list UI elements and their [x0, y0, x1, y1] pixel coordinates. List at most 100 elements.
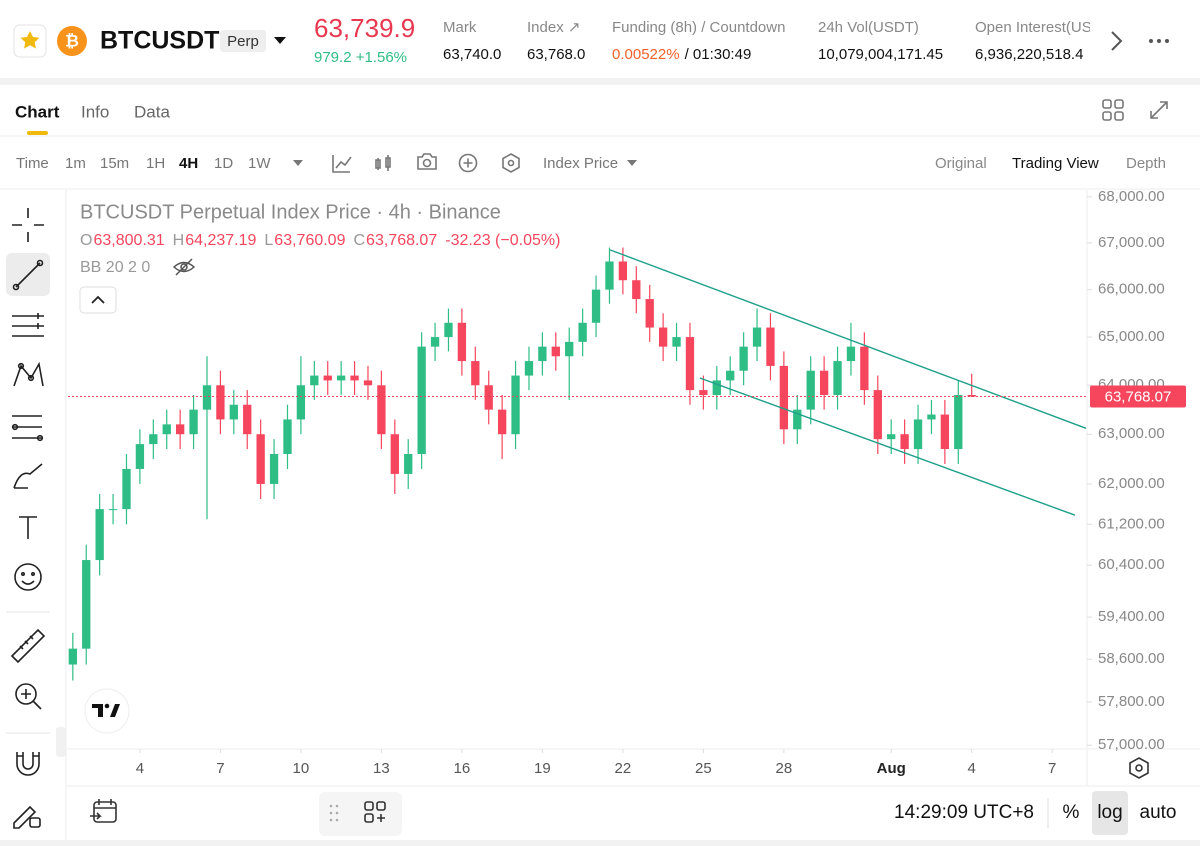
- drawing-toolbar[interactable]: [36, 259, 44, 267]
- interval[interactable]: 1D: [214, 155, 233, 172]
- widgets-icon[interactable]: [364, 801, 374, 811]
- view-option[interactable]: Original: [935, 155, 987, 172]
- candle-body: [82, 560, 91, 649]
- stat-label: Open Interest(US: [975, 19, 1092, 36]
- widgets-icon[interactable]: [364, 813, 374, 823]
- expand-legend[interactable]: [79, 286, 117, 314]
- source-dropdown[interactable]: [627, 160, 637, 166]
- toolbar-icons[interactable]: [375, 155, 391, 171]
- view-option[interactable]: Trading View: [1012, 155, 1099, 172]
- drawing-toolbar[interactable]: [29, 817, 41, 828]
- drawing-toolbar[interactable]: [36, 434, 44, 442]
- drawing-toolbar[interactable]: [12, 208, 44, 242]
- interval[interactable]: 1H: [146, 155, 165, 172]
- drawing-toolbar[interactable]: [13, 361, 44, 387]
- toolbar-icons[interactable]: [422, 158, 432, 168]
- drawing-toolbar[interactable]: [10, 628, 46, 664]
- toolbar-icons[interactable]: [332, 155, 352, 173]
- candle-body: [336, 375, 346, 381]
- axis-settings[interactable]: [1135, 764, 1143, 772]
- candle-body: [189, 409, 198, 435]
- favorite-button[interactable]: [20, 31, 40, 49]
- toolbar-collapse[interactable]: [56, 727, 66, 757]
- interval-dropdown[interactable]: [293, 160, 303, 166]
- fullscreen-icon[interactable]: [1150, 101, 1168, 119]
- drawing-toolbar[interactable]: [27, 374, 35, 382]
- expand-legend[interactable]: [79, 286, 117, 314]
- drawing-toolbar[interactable]: [13, 805, 37, 829]
- widgets-icon[interactable]: [377, 814, 385, 822]
- toolbar-icons[interactable]: [332, 153, 520, 173]
- drawing-toolbar[interactable]: [21, 580, 35, 585]
- toolbar-icons[interactable]: [502, 153, 520, 173]
- widgets-icon[interactable]: [376, 801, 386, 811]
- header-bar: [0, 0, 1200, 78]
- drawing-toolbar[interactable]: [11, 423, 19, 431]
- favorite-button[interactable]: [13, 24, 47, 58]
- more-menu[interactable]: [1165, 39, 1169, 43]
- hide-indicator[interactable]: [175, 258, 193, 276]
- tab[interactable]: Chart: [15, 102, 60, 121]
- hide-indicator[interactable]: [180, 263, 188, 271]
- hide-indicator[interactable]: [172, 258, 196, 276]
- interval[interactable]: 1m: [65, 155, 86, 172]
- stat-value: 63,768.0: [527, 46, 585, 63]
- calendar-icon[interactable]: [90, 799, 116, 820]
- drawing-toolbar[interactable]: [17, 362, 25, 370]
- drawing-toolbar[interactable]: [13, 463, 43, 489]
- layout-icon[interactable]: [1102, 111, 1112, 121]
- toolbar-icons[interactable]: [463, 158, 473, 168]
- drawing-toolbar[interactable]: [14, 563, 42, 591]
- tab[interactable]: Info: [81, 102, 109, 121]
- drawing-toolbar[interactable]: [19, 516, 37, 539]
- tab[interactable]: Data: [134, 102, 170, 121]
- candle-body: [122, 468, 131, 510]
- toolbar-icons[interactable]: [458, 153, 478, 173]
- interval[interactable]: Time: [16, 155, 49, 172]
- more-menu[interactable]: [1157, 39, 1161, 43]
- symbol[interactable]: BTCUSDT: [100, 27, 219, 55]
- price-source[interactable]: Index Price: [543, 155, 618, 172]
- axis-settings[interactable]: [1129, 757, 1149, 779]
- toolbar-icons[interactable]: [417, 153, 437, 170]
- scale-button[interactable]: auto: [1140, 802, 1177, 823]
- layout-icon[interactable]: [1102, 99, 1124, 121]
- scroll-right[interactable]: [1111, 31, 1123, 51]
- expand-legend[interactable]: [91, 295, 105, 304]
- chart-title: BTCUSDT Perpetual Index Price · 4h · Bin…: [80, 201, 501, 223]
- axis-settings[interactable]: [1129, 757, 1149, 779]
- layout-icon[interactable]: [1102, 99, 1112, 109]
- grip: [329, 811, 333, 815]
- interval[interactable]: 1W: [248, 155, 271, 172]
- toolbar-icons[interactable]: [507, 159, 515, 167]
- scale-button[interactable]: log: [1097, 802, 1122, 823]
- drawing-toolbar[interactable]: [21, 689, 42, 710]
- drawing-toolbar[interactable]: [15, 262, 41, 288]
- layout-icon[interactable]: [1114, 111, 1124, 121]
- indicator-label: BB 20 2 0: [80, 259, 150, 276]
- drawing-toolbar[interactable]: [6, 208, 50, 829]
- symbol-dropdown[interactable]: [274, 37, 286, 44]
- widgets-icon[interactable]: [364, 801, 386, 823]
- candle-body: [954, 394, 963, 450]
- more-menu[interactable]: [1149, 39, 1169, 43]
- drawing-toolbar[interactable]: [15, 683, 37, 705]
- view-option[interactable]: Depth: [1126, 155, 1166, 172]
- drawing-toolbar[interactable]: [30, 571, 35, 576]
- calendar-icon[interactable]: [90, 799, 117, 823]
- scale-button[interactable]: %: [1063, 802, 1080, 823]
- drawing-toolbar[interactable]: [12, 283, 20, 291]
- more-menu[interactable]: [1149, 39, 1153, 43]
- calendar-icon[interactable]: [93, 801, 117, 823]
- drawing-toolbar[interactable]: [20, 571, 25, 576]
- fullscreen-icon[interactable]: [1150, 101, 1168, 119]
- layout-icon[interactable]: [1114, 99, 1124, 109]
- candle-body: [162, 424, 171, 435]
- interval[interactable]: 15m: [100, 155, 129, 172]
- grip: [329, 804, 333, 808]
- interval[interactable]: 4H: [179, 155, 198, 172]
- drawing-toolbar[interactable]: [12, 313, 44, 337]
- drawing-toolbar[interactable]: [16, 752, 40, 776]
- y-tick-label: 57,000.00: [1098, 736, 1165, 753]
